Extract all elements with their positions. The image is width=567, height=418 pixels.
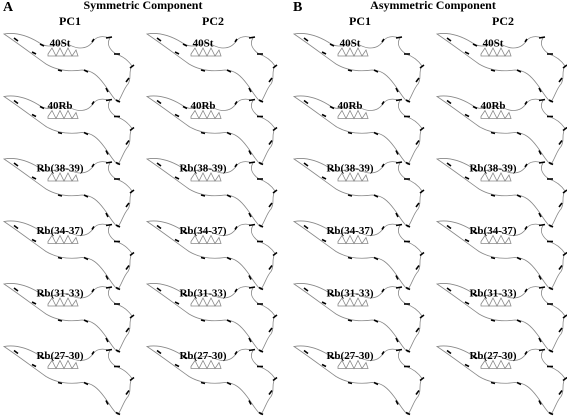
row-label: Rb(27-30)	[36, 350, 83, 362]
row-label: 40St	[340, 38, 361, 50]
row-label: Rb(34-37)	[469, 225, 516, 237]
row-label: Rb(27-30)	[469, 350, 516, 362]
row-label: Rb(31-33)	[179, 288, 226, 300]
panel-letter: B	[293, 0, 302, 15]
row-label: Rb(31-33)	[36, 288, 83, 300]
row-label: Rb(34-37)	[326, 225, 373, 237]
column-label: PC1	[349, 14, 371, 28]
column-label: PC1	[59, 14, 81, 28]
row-label: 40Rb	[190, 100, 215, 112]
row-label: Rb(38-39)	[469, 163, 516, 175]
row-label: 40Rb	[337, 100, 362, 112]
panel-title: Asymmetric Component	[370, 0, 496, 12]
row-label: Rb(34-37)	[179, 225, 226, 237]
row-label: 40St	[193, 38, 214, 50]
row-label: 40St	[50, 38, 71, 50]
row-label: Rb(38-39)	[36, 163, 83, 175]
column-label: PC2	[202, 14, 224, 28]
row-label: Rb(31-33)	[326, 288, 373, 300]
row-label: Rb(27-30)	[179, 350, 226, 362]
row-label: Rb(27-30)	[326, 350, 373, 362]
row-label: Rb(38-39)	[179, 163, 226, 175]
row-label: 40Rb	[47, 100, 72, 112]
row-label: Rb(34-37)	[36, 225, 83, 237]
row-label: 40St	[483, 38, 504, 50]
row-label: Rb(31-33)	[469, 288, 516, 300]
panel-letter: A	[3, 0, 14, 15]
column-label: PC2	[492, 14, 514, 28]
panel-title: Symmetric Component	[84, 0, 203, 12]
row-label: 40Rb	[480, 100, 505, 112]
row-label: Rb(38-39)	[326, 163, 373, 175]
